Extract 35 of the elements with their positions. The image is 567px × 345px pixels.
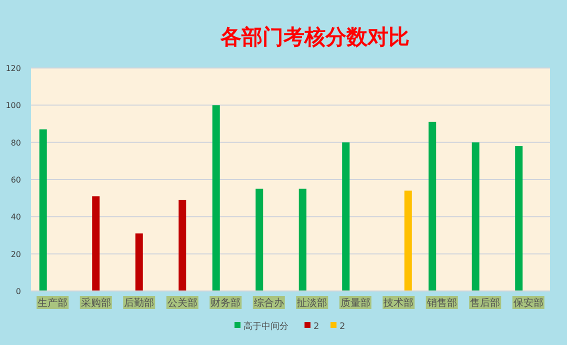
bar <box>404 190 412 291</box>
bar <box>135 233 143 291</box>
x-tick-label: 售后部 <box>470 297 500 309</box>
x-tick-label: 质量部 <box>340 297 370 309</box>
bar <box>212 105 220 291</box>
x-tick-label: 后勤部 <box>124 297 154 309</box>
x-tick-label: 财务部 <box>210 297 241 309</box>
y-tick-label: 80 <box>10 138 21 148</box>
bar <box>298 188 306 291</box>
y-tick-label: 120 <box>6 64 21 73</box>
x-tick-label: 公关部 <box>167 297 198 309</box>
legend-label: 2 <box>340 322 346 332</box>
x-tick-label: 生产部 <box>38 297 68 309</box>
x-tick-label: 保安部 <box>513 297 544 309</box>
y-tick-label: 100 <box>6 101 21 110</box>
y-tick-label: 60 <box>10 176 21 184</box>
x-tick-label: 综合办 <box>254 297 284 309</box>
bar <box>256 188 264 291</box>
bar <box>472 142 480 291</box>
y-tick-label: 20 <box>10 250 21 259</box>
chart-title: 各部门考核分数对比 <box>220 25 410 49</box>
y-tick-label: 0 <box>16 287 21 296</box>
legend-label: 2 <box>314 322 320 332</box>
y-tick-label: 40 <box>10 212 21 222</box>
bar <box>342 142 350 291</box>
bar <box>92 196 100 291</box>
bar <box>515 146 523 291</box>
bar <box>178 200 186 291</box>
x-tick-label: 销售部 <box>426 297 457 309</box>
legend-label: 高于中间分 <box>244 321 288 332</box>
x-tick-label: 扯淡部 <box>296 297 328 309</box>
bar <box>428 122 436 291</box>
x-tick-label: 技术部 <box>382 297 414 309</box>
bar <box>39 129 47 291</box>
x-tick-label: 采购部 <box>80 297 111 309</box>
